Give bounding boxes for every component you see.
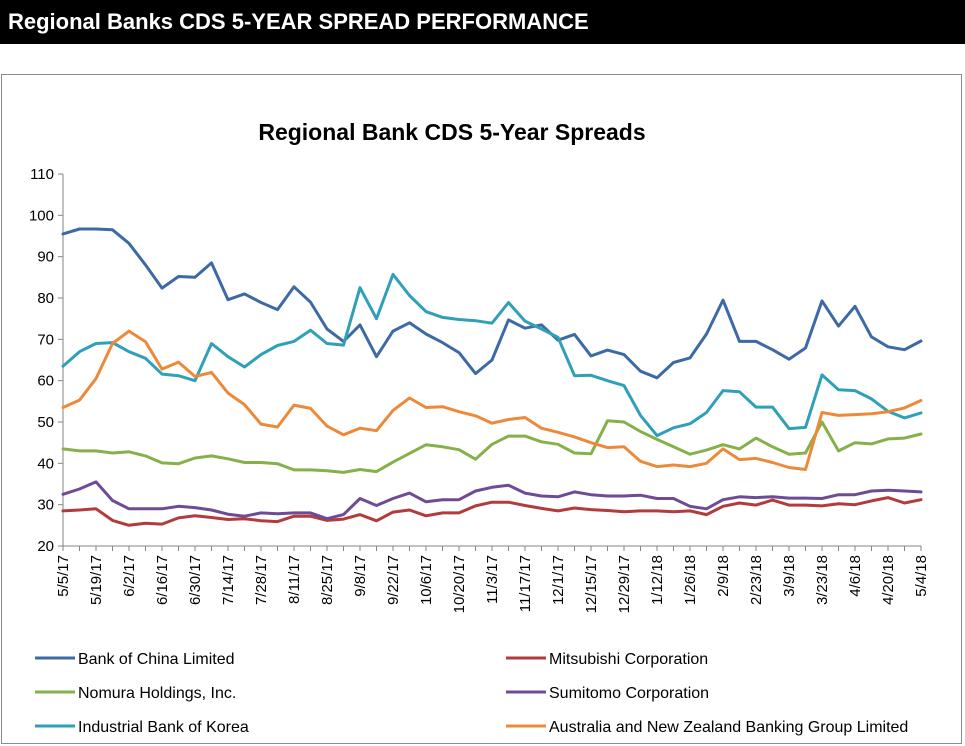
x-tick-label: 3/23/18 [814, 555, 831, 605]
header-bar: Regional Banks CDS 5-YEAR SPREAD PERFORM… [0, 0, 965, 44]
y-tick-label: 70 [37, 331, 54, 348]
x-tick-label: 2/23/18 [748, 555, 765, 605]
series-line [61, 419, 923, 474]
x-tick-label: 1/26/18 [682, 555, 699, 605]
chart-title: Regional Bank CDS 5-Year Spreads [258, 119, 645, 145]
x-tick-label: 5/4/18 [913, 555, 930, 597]
series-layer [61, 227, 923, 527]
legend-label: Nomura Holdings, Inc. [78, 685, 236, 702]
x-tick-label: 7/14/17 [220, 555, 237, 605]
x-tick-label: 1/12/18 [649, 555, 666, 605]
x-tick-label: 6/30/17 [187, 555, 204, 605]
x-tick-label: 11/3/17 [484, 555, 501, 604]
y-tick-label: 100 [29, 207, 54, 224]
x-tick-label: 5/5/17 [55, 555, 72, 597]
axes: 20 30 40 50 60 70 80 90 100 110 5/5/17 5/19/17 6/2/1… [29, 166, 930, 613]
x-tick-label: 3/9/18 [781, 555, 798, 597]
x-tick-label: 4/6/18 [847, 555, 864, 597]
legend-label: Bank of China Limited [78, 651, 235, 668]
x-tick-label: 12/15/17 [583, 555, 600, 613]
series-line [61, 227, 923, 380]
x-tick-label: 7/28/17 [253, 555, 270, 605]
series-line [61, 496, 923, 527]
x-tick-label: 2/9/18 [715, 555, 732, 597]
y-tick-label: 90 [37, 249, 54, 266]
y-tick-label: 110 [30, 166, 54, 183]
legend-label: Sumitomo Corporation [549, 685, 709, 702]
legend-label: Australia and New Zealand Banking Group … [549, 719, 908, 736]
x-tick-label: 9/8/17 [352, 555, 369, 597]
y-tick-label: 50 [37, 414, 54, 431]
x-tick-label: 12/1/17 [550, 555, 567, 605]
y-tick-label: 60 [37, 373, 54, 390]
x-tick-label: 4/20/18 [880, 555, 897, 605]
y-tick-label: 80 [37, 290, 54, 307]
y-tick-label: 40 [37, 455, 54, 472]
y-tick-label: 20 [37, 538, 54, 555]
page-title: Regional Banks CDS 5-YEAR SPREAD PERFORM… [8, 9, 589, 34]
x-tick-label: 8/11/17 [286, 555, 303, 604]
x-tick-label: 6/16/17 [154, 555, 171, 605]
legend-label: Industrial Bank of Korea [78, 719, 249, 736]
legend: Bank of China Limited Mitsubishi Corporat… [35, 651, 908, 736]
y-tick-label: 30 [37, 497, 54, 514]
x-tick-label: 5/19/17 [88, 555, 105, 605]
x-tick-label: 9/22/17 [385, 555, 402, 605]
legend-label: Mitsubishi Corporation [549, 651, 708, 668]
series-line [61, 329, 923, 471]
x-tick-label: 10/6/17 [418, 555, 435, 605]
x-tick-label: 8/25/17 [319, 555, 336, 605]
x-tick-label: 11/17/17 [517, 555, 534, 612]
series-line [61, 272, 923, 438]
x-tick-label: 12/29/17 [616, 555, 633, 613]
series-line [61, 480, 923, 521]
x-tick-label: 6/2/17 [121, 555, 138, 597]
x-tick-label: 10/20/17 [451, 555, 468, 613]
chart-frame [1, 74, 962, 744]
